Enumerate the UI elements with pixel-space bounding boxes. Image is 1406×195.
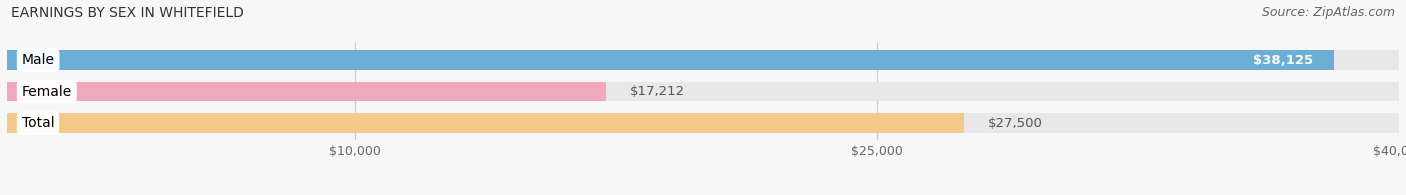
Text: $27,500: $27,500 — [988, 117, 1043, 130]
Bar — [7, 82, 1399, 101]
Bar — [7, 51, 1399, 70]
Bar — [7, 51, 1334, 70]
Text: $17,212: $17,212 — [630, 85, 686, 98]
Bar — [7, 113, 1399, 133]
Text: Source: ZipAtlas.com: Source: ZipAtlas.com — [1261, 6, 1395, 19]
Text: Total: Total — [21, 116, 55, 130]
Text: Female: Female — [21, 85, 72, 99]
Bar — [7, 82, 606, 101]
Text: $38,125: $38,125 — [1253, 54, 1313, 67]
Bar — [7, 113, 965, 133]
Text: Male: Male — [21, 53, 55, 67]
Text: EARNINGS BY SEX IN WHITEFIELD: EARNINGS BY SEX IN WHITEFIELD — [11, 6, 245, 20]
